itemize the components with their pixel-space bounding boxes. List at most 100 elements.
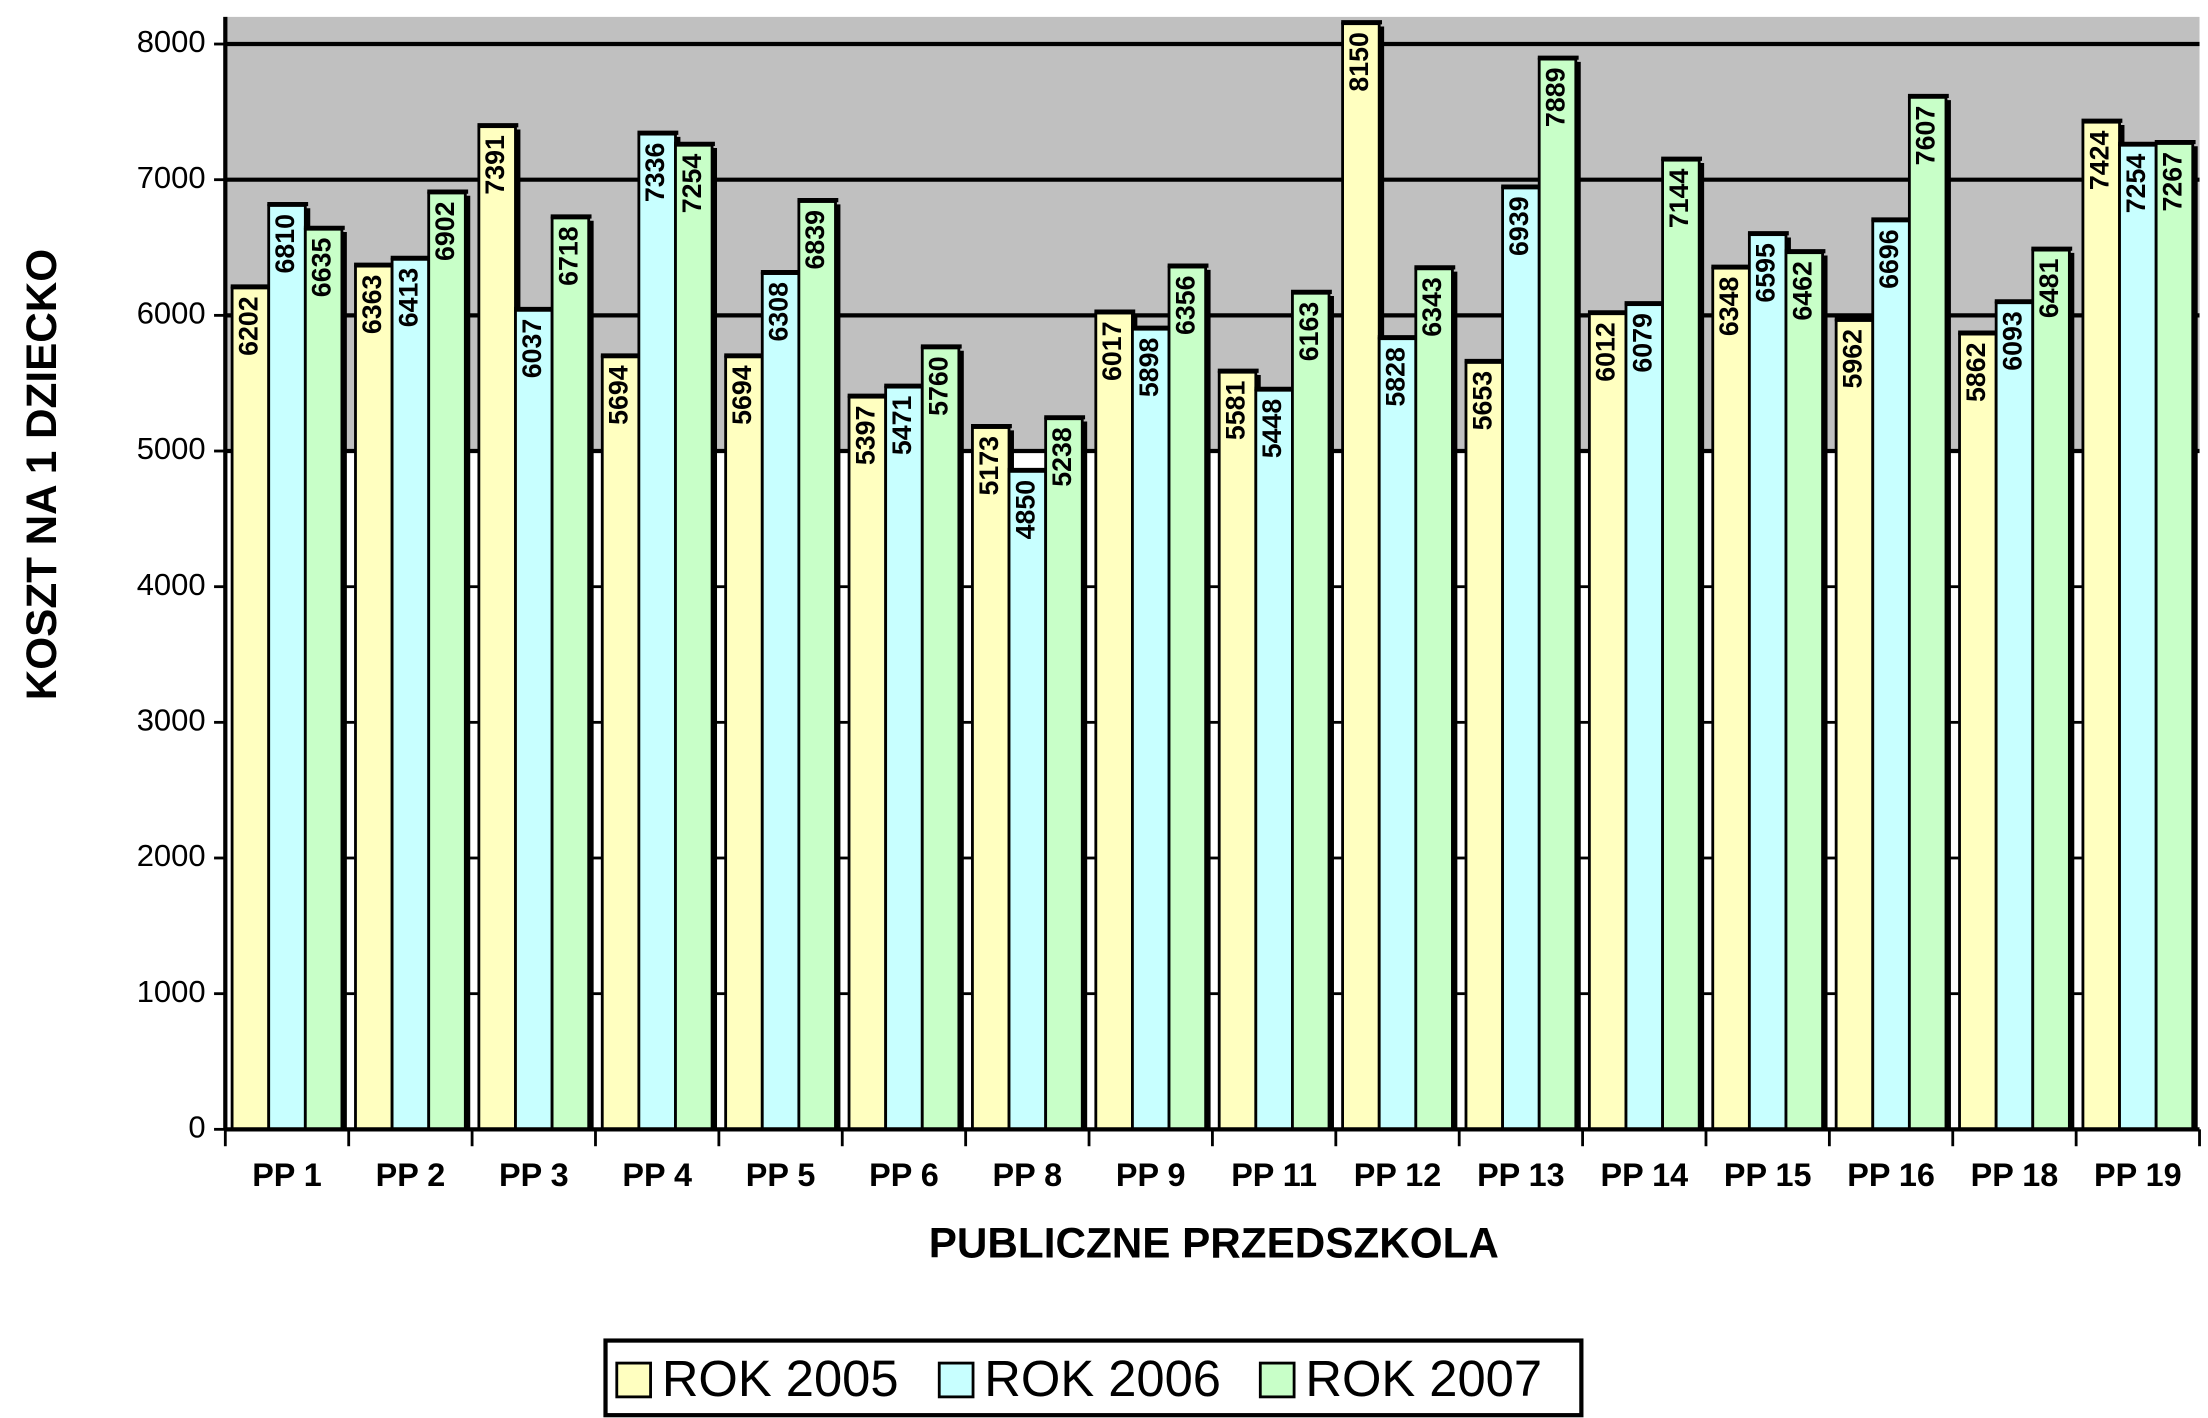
bar — [1217, 370, 1258, 1131]
bar — [1044, 417, 1084, 1131]
y-tick-label: 5000 — [137, 431, 206, 466]
bar — [1624, 303, 1665, 1131]
value-label: 6363 — [357, 275, 387, 335]
y-tick-label: 0 — [188, 1110, 205, 1145]
x-tick-label: PP 19 — [2094, 1157, 2182, 1193]
bar — [1254, 388, 1294, 1131]
bar — [1784, 251, 1825, 1131]
value-label: 6356 — [1170, 276, 1200, 336]
bar — [1958, 332, 1998, 1131]
bar — [760, 272, 801, 1131]
bar — [427, 191, 467, 1131]
value-label: 6462 — [1787, 261, 1817, 321]
value-label: 7254 — [2121, 154, 2151, 214]
bar — [1747, 233, 1788, 1131]
bar — [1994, 301, 2035, 1131]
bar — [884, 385, 924, 1131]
value-label: 6939 — [1504, 196, 1534, 256]
value-label: 7267 — [2158, 152, 2188, 212]
value-label: 5397 — [850, 406, 880, 466]
bar — [847, 395, 888, 1131]
value-label: 7607 — [1911, 106, 1941, 166]
x-tick-label: PP 2 — [376, 1157, 446, 1193]
bar — [1537, 57, 1578, 1131]
bar — [2031, 248, 2071, 1131]
x-tick-label: PP 11 — [1231, 1157, 1317, 1193]
value-label: 6696 — [1874, 229, 1904, 289]
value-label: 5962 — [1838, 329, 1868, 389]
x-tick-label: PP 18 — [1971, 1157, 2059, 1193]
value-label: 6481 — [2034, 258, 2064, 318]
value-label: 6343 — [1417, 277, 1447, 337]
bar — [354, 264, 394, 1131]
bar — [1501, 186, 1541, 1131]
value-label: 5760 — [924, 356, 954, 416]
bar — [2154, 142, 2195, 1131]
bar — [1341, 22, 1381, 1131]
legend-label: ROK 2007 — [1305, 1350, 1542, 1407]
bar — [1871, 219, 1911, 1131]
x-tick-label: PP 13 — [1477, 1157, 1565, 1193]
bar — [600, 355, 641, 1131]
value-label: 6810 — [270, 214, 300, 274]
legend-label: ROK 2006 — [984, 1350, 1221, 1407]
value-label: 6163 — [1294, 302, 1324, 362]
x-axis-title: PUBLICZNE PRZEDSZKOLA — [929, 1219, 1499, 1266]
bar — [2118, 143, 2158, 1131]
bar — [1464, 361, 1505, 1131]
value-label: 7144 — [1664, 168, 1694, 228]
bar — [1907, 95, 1948, 1131]
value-label: 6012 — [1591, 322, 1621, 382]
value-label: 6348 — [1714, 276, 1744, 336]
legend-swatch — [1258, 1361, 1296, 1399]
bar — [1094, 311, 1134, 1131]
bar — [303, 227, 344, 1131]
value-label: 6595 — [1751, 243, 1781, 303]
legend-swatch — [937, 1361, 975, 1399]
bar — [550, 216, 591, 1131]
bar — [1167, 265, 1208, 1131]
bar — [390, 257, 431, 1131]
bar — [2081, 120, 2121, 1131]
value-label: 6413 — [393, 268, 423, 328]
value-label: 7254 — [677, 154, 707, 214]
x-tick-label: PP 9 — [1116, 1157, 1186, 1193]
value-label: 6037 — [517, 319, 547, 379]
value-label: 6635 — [307, 238, 337, 298]
bar — [1711, 266, 1751, 1131]
value-label: 5694 — [604, 365, 634, 425]
bar — [1131, 327, 1171, 1131]
bar — [1414, 267, 1454, 1131]
x-tick-label: PP 6 — [869, 1157, 939, 1193]
value-label: 6902 — [430, 201, 460, 261]
value-label: 7391 — [480, 135, 510, 195]
bar — [230, 286, 271, 1131]
x-tick-label: PP 4 — [622, 1157, 692, 1193]
bar — [1661, 158, 1701, 1131]
value-label: 6017 — [1097, 321, 1127, 381]
value-label: 5471 — [887, 395, 917, 455]
value-label: 5448 — [1257, 399, 1287, 459]
y-tick-label: 3000 — [137, 703, 206, 738]
value-label: 5173 — [974, 436, 1004, 496]
bar — [267, 204, 307, 1131]
x-tick-label: PP 14 — [1600, 1157, 1688, 1193]
bar — [477, 125, 517, 1131]
x-tick-label: PP 12 — [1354, 1157, 1442, 1193]
bar — [514, 308, 554, 1131]
bar — [1007, 469, 1048, 1131]
bar — [1291, 291, 1331, 1131]
value-label: 5653 — [1467, 371, 1497, 431]
value-label: 6718 — [553, 226, 583, 286]
x-tick-label: PP 16 — [1847, 1157, 1935, 1193]
bar — [1587, 312, 1628, 1131]
value-label: 6308 — [764, 282, 794, 342]
value-label: 5694 — [727, 365, 757, 425]
value-label: 8150 — [1344, 32, 1374, 92]
x-tick-label: PP 15 — [1724, 1157, 1812, 1193]
legend-swatch — [615, 1361, 652, 1399]
value-label: 7424 — [2084, 131, 2114, 191]
bar — [1834, 319, 1875, 1131]
y-tick-label: 4000 — [137, 567, 206, 602]
